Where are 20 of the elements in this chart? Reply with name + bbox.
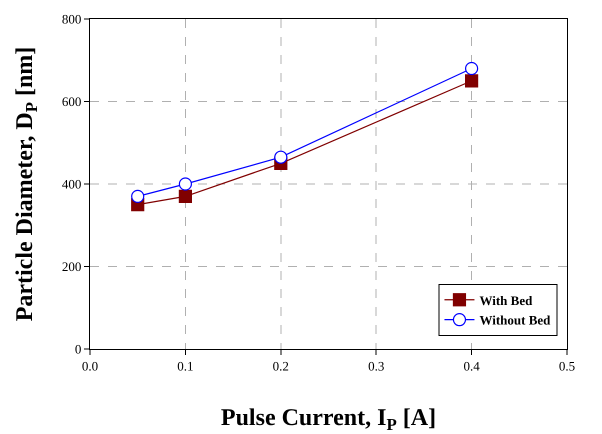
point: [274, 150, 288, 164]
point: [178, 190, 192, 203]
y-tick-label: 800: [62, 12, 82, 27]
legend-label: With Bed: [479, 292, 534, 308]
y-tick-label: 600: [62, 94, 82, 110]
x-tick-label: 0.4: [463, 358, 480, 374]
point: [178, 177, 192, 191]
x-tick-label: 0.5: [558, 358, 576, 374]
legend-label: Without Bed: [479, 312, 552, 328]
point: [465, 62, 478, 76]
x-tick-label: 0.2: [272, 358, 289, 374]
y-tick-label: 200: [62, 259, 82, 274]
point: [465, 74, 478, 88]
x-axis-title: Pulse Current, I$_{P}$ [A]: [220, 404, 436, 434]
x-tick-label: 0.0: [82, 358, 98, 374]
y-tick-label: 0: [74, 342, 82, 357]
point: [131, 190, 144, 203]
y-tick-label: 400: [62, 176, 82, 192]
x-tick-label: 0.3: [368, 358, 384, 374]
x-tick-label: 0.1: [177, 358, 194, 374]
